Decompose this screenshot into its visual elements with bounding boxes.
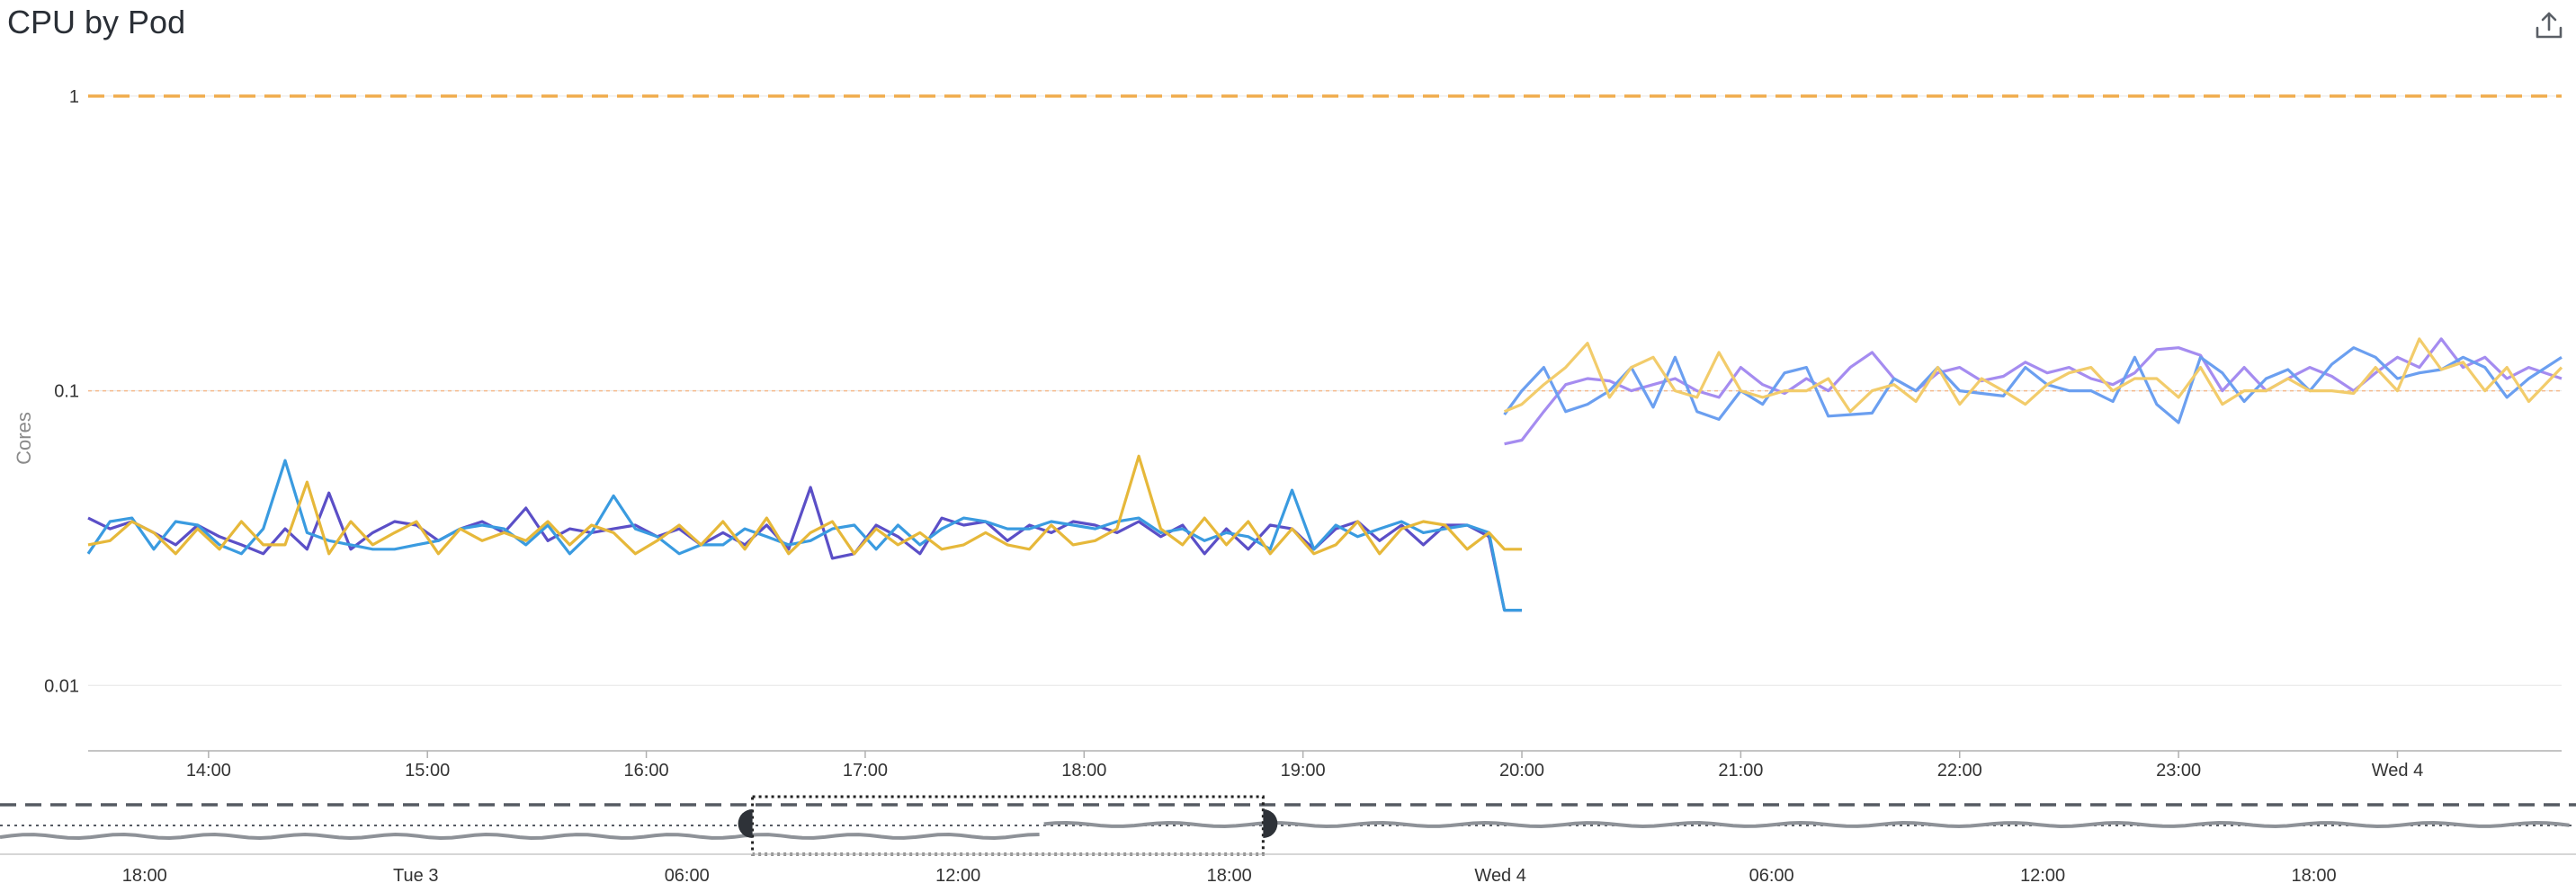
x-tick-label: Wed 4: [2372, 761, 2423, 780]
navigator-tick-label: 12:00: [935, 866, 980, 886]
navigator-tick-label: 06:00: [665, 866, 710, 886]
x-tick-label: 23:00: [2156, 761, 2201, 780]
series-line-6: [1503, 337, 2563, 414]
y-tick-label: 1: [69, 87, 79, 107]
series-line-2: [86, 459, 1522, 612]
x-tick-label: 20:00: [1499, 761, 1544, 780]
navigator-handle-left[interactable]: [738, 809, 753, 838]
x-tick-label: 18:00: [1061, 761, 1106, 780]
navigator-series-low: [0, 832, 1040, 841]
series-line-3: [87, 454, 1522, 556]
y-tick-label: 0.1: [54, 382, 79, 402]
x-tick-label: 21:00: [1718, 761, 1763, 780]
navigator-tick-label: 18:00: [122, 866, 167, 886]
navigator-tick-label: 18:00: [1207, 866, 1252, 886]
series-line-4: [1504, 337, 2563, 446]
navigator-tick-label: 06:00: [1749, 866, 1794, 886]
x-tick-label: 16:00: [624, 761, 669, 780]
x-tick-label: 15:00: [405, 761, 450, 780]
series-line-5: [1503, 346, 2563, 424]
y-axis-label: Cores: [13, 412, 35, 465]
x-tick-label: 22:00: [1937, 761, 1982, 780]
y-tick-label: 0.01: [44, 676, 79, 696]
navigator-tick-label: 12:00: [2020, 866, 2065, 886]
series-line-1: [87, 486, 1522, 612]
x-tick-label: 17:00: [843, 761, 888, 780]
navigator-tick-label: 18:00: [2292, 866, 2337, 886]
page-title: CPU by Pod: [7, 4, 186, 40]
x-tick-label: 14:00: [186, 761, 231, 780]
navigator-handle-right[interactable]: [1263, 809, 1278, 838]
share-icon[interactable]: [2533, 9, 2565, 41]
x-tick-label: 19:00: [1281, 761, 1326, 780]
navigator-series-high: [1043, 820, 2570, 829]
navigator-tick-label: Tue 3: [393, 866, 438, 886]
navigator-tick-label: Wed 4: [1474, 866, 1525, 886]
